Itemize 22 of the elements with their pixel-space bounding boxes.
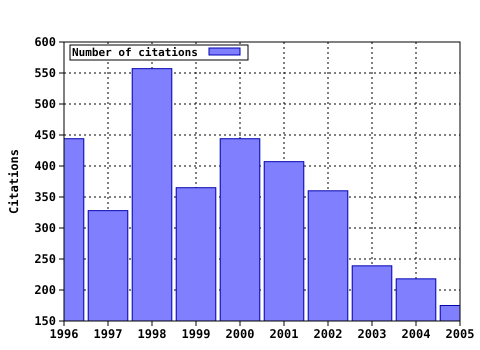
x-tick-label: 1998 bbox=[138, 327, 166, 341]
legend-label: Number of citations bbox=[72, 46, 198, 59]
x-tick-label: 1996 bbox=[50, 327, 78, 341]
y-tick-label: 450 bbox=[34, 128, 56, 142]
x-tick-label: 1999 bbox=[182, 327, 210, 341]
y-tick-label: 300 bbox=[34, 221, 56, 236]
y-tick-label: 600 bbox=[34, 35, 56, 50]
y-tick-label: 200 bbox=[34, 283, 56, 298]
x-tick-label: 2004 bbox=[402, 327, 430, 341]
x-tick-label: 2001 bbox=[270, 327, 298, 341]
x-tick-label: 2002 bbox=[314, 327, 342, 341]
y-axis-title: Citations bbox=[7, 148, 21, 214]
y-tick-label: 150 bbox=[34, 314, 56, 328]
y-tick-label: 350 bbox=[34, 190, 56, 204]
y-tick-label: 250 bbox=[34, 252, 56, 266]
x-tick-label: 1997 bbox=[94, 327, 122, 341]
x-tick-label: 2005 bbox=[446, 327, 474, 341]
y-tick-label: 550 bbox=[34, 66, 56, 80]
y-tick-label: 400 bbox=[34, 159, 56, 174]
x-tick-label: 2003 bbox=[358, 327, 386, 341]
y-tick-label: 500 bbox=[34, 97, 56, 112]
x-tick-label: 2000 bbox=[226, 327, 254, 341]
